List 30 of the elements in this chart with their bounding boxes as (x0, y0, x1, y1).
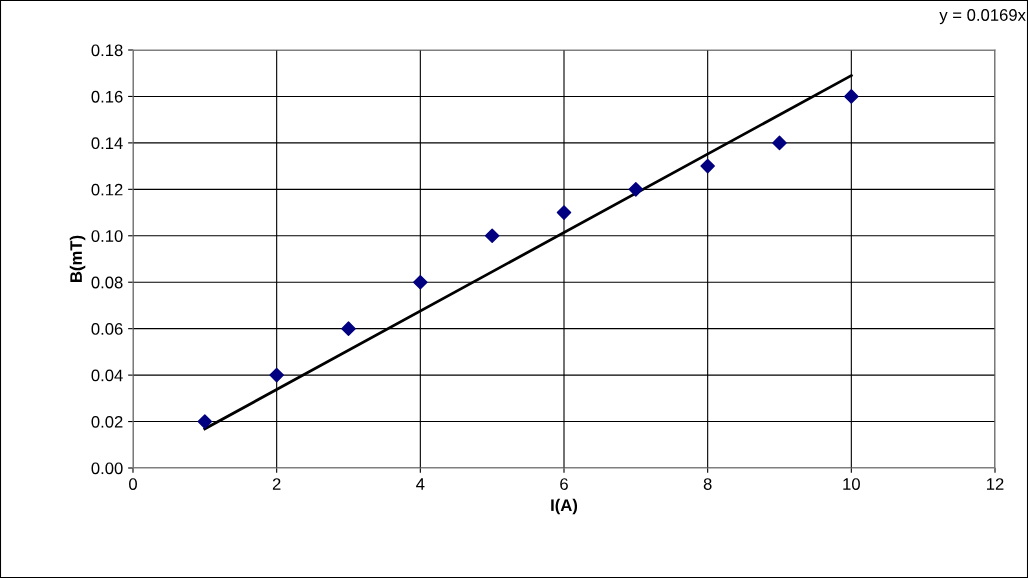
x-tick-label: 2 (272, 478, 281, 490)
x-tick-label: 4 (416, 478, 425, 490)
y-tick-label: 0.06 (91, 323, 123, 335)
point (413, 274, 428, 290)
point (341, 321, 356, 336)
y-tick-label: 0.02 (91, 415, 123, 428)
y-axis-title: B(mT) (69, 235, 86, 282)
point (197, 414, 213, 429)
y-tick-label: 0.14 (91, 137, 123, 150)
x-tick-label: 6 (560, 478, 568, 490)
text: y = 0.0169x (939, 9, 1026, 25)
y-tick-label: 0.00 (91, 462, 123, 475)
point (844, 89, 859, 104)
point (484, 228, 500, 244)
y-tick-label: 0.18 (91, 44, 123, 57)
x-tick-label: 0 (129, 478, 137, 490)
x-tick-label: 10 (843, 478, 860, 490)
x-tick-label: 8 (703, 478, 712, 490)
x-tick-label: 12 (987, 478, 1004, 490)
point (772, 135, 787, 151)
y-tick-label: 0.16 (91, 90, 123, 103)
y-tick-label: 0.10 (91, 230, 123, 242)
y-tick-label: 0.04 (91, 369, 123, 382)
y-tick-label: 0.12 (91, 183, 123, 196)
point (556, 205, 572, 220)
point (269, 367, 284, 383)
point (700, 158, 715, 174)
x-axis-title: I(A) (551, 498, 578, 515)
point (628, 182, 644, 197)
y-tick-label: 0.08 (91, 276, 123, 289)
